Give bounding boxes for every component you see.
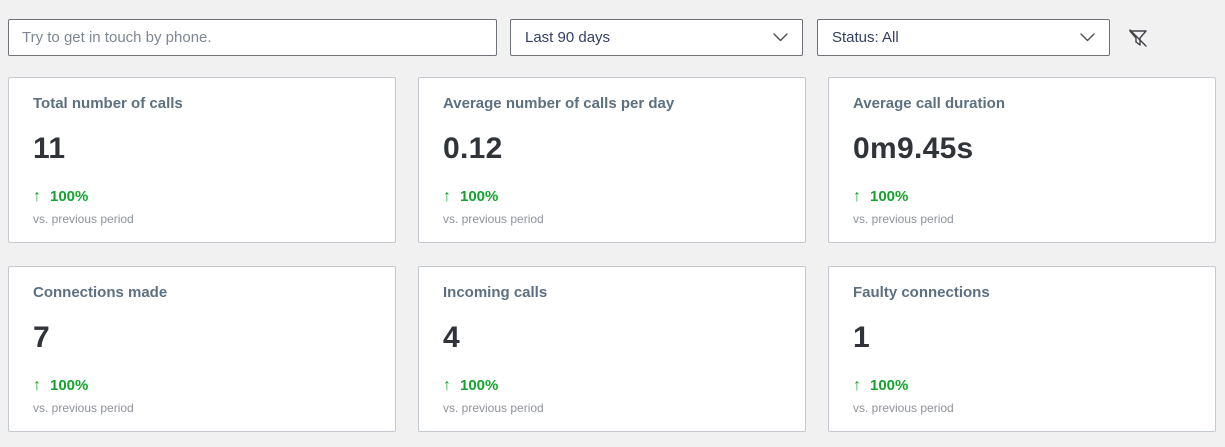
card-title: Average number of calls per day: [443, 95, 675, 112]
delta-value: 100%: [50, 188, 89, 205]
status-value: Status: All: [832, 29, 899, 46]
card-title: Connections made: [33, 284, 168, 301]
card-title: Total number of calls: [33, 95, 183, 112]
delta-value: 100%: [460, 377, 499, 394]
card-value: 11: [33, 132, 66, 165]
card-delta: ↑ 100%: [33, 378, 371, 394]
delta-value: 100%: [870, 377, 909, 394]
filter-off-icon: [1129, 29, 1147, 47]
clear-filters-button[interactable]: [1125, 25, 1151, 51]
card-caption: vs. previous period: [853, 401, 954, 415]
card-caption: vs. previous period: [443, 212, 544, 226]
card-value: 0.12: [443, 132, 503, 165]
stat-card-faulty-connections: Faulty connections 1 ↑ 100% vs. previous…: [828, 266, 1216, 432]
card-delta: ↑ 100%: [853, 378, 1191, 394]
card-delta: ↑ 100%: [443, 189, 781, 205]
stat-card-incoming-calls: Incoming calls 4 ↑ 100% vs. previous per…: [418, 266, 806, 432]
date-range-value: Last 90 days: [525, 29, 611, 46]
card-delta: ↑ 100%: [33, 189, 371, 205]
stat-card-connections-made: Connections made 7 ↑ 100% vs. previous p…: [8, 266, 396, 432]
up-arrow-icon: ↑: [443, 188, 451, 205]
card-value: 4: [443, 321, 460, 354]
chevron-down-icon: [773, 33, 788, 42]
up-arrow-icon: ↑: [853, 188, 861, 205]
card-value: 0m9.45s: [853, 132, 974, 165]
delta-value: 100%: [460, 188, 499, 205]
card-caption: vs. previous period: [33, 212, 134, 226]
stat-card-avg-calls-per-day: Average number of calls per day 0.12 ↑ 1…: [418, 77, 806, 243]
up-arrow-icon: ↑: [33, 377, 41, 394]
delta-value: 100%: [870, 188, 909, 205]
card-value: 7: [33, 321, 50, 354]
chevron-down-icon: [1080, 33, 1095, 42]
search-input[interactable]: [8, 19, 497, 56]
up-arrow-icon: ↑: [443, 377, 451, 394]
stat-card-avg-call-duration: Average call duration 0m9.45s ↑ 100% vs.…: [828, 77, 1216, 243]
card-delta: ↑ 100%: [853, 189, 1191, 205]
up-arrow-icon: ↑: [853, 377, 861, 394]
card-delta: ↑ 100%: [443, 378, 781, 394]
stat-card-total-calls: Total number of calls 11 ↑ 100% vs. prev…: [8, 77, 396, 243]
card-caption: vs. previous period: [443, 401, 544, 415]
card-caption: vs. previous period: [33, 401, 134, 415]
card-title: Incoming calls: [443, 284, 548, 301]
card-caption: vs. previous period: [853, 212, 954, 226]
card-title: Faulty connections: [853, 284, 990, 301]
card-title: Average call duration: [853, 95, 1005, 112]
date-range-dropdown[interactable]: Last 90 days: [510, 19, 803, 56]
status-dropdown[interactable]: Status: All: [817, 19, 1110, 56]
up-arrow-icon: ↑: [33, 188, 41, 205]
card-value: 1: [853, 321, 870, 354]
delta-value: 100%: [50, 377, 89, 394]
